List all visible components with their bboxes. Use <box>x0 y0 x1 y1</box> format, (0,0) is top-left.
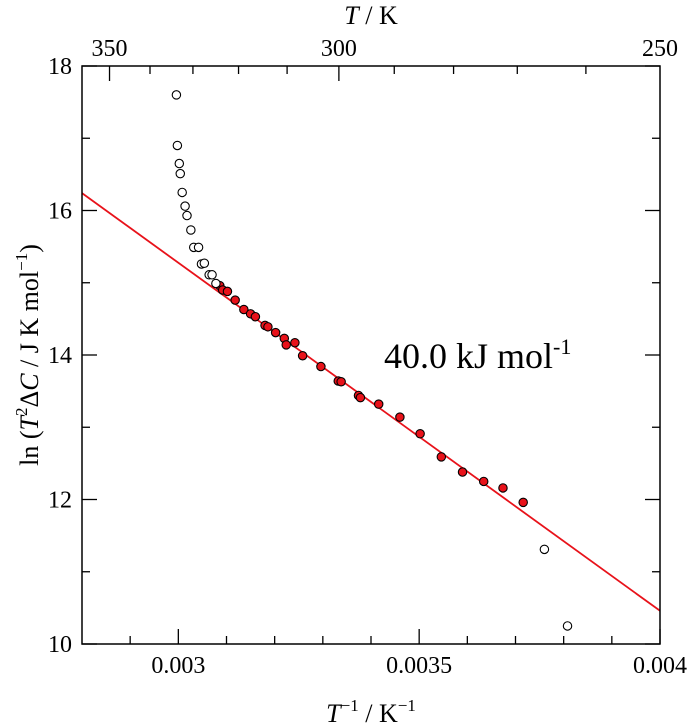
y-tick-label: 16 <box>48 199 72 225</box>
excluded-data-point <box>172 140 183 151</box>
fitted-data-point <box>230 295 240 305</box>
fitted-data-point <box>355 392 366 403</box>
fitted-data-point <box>498 483 508 493</box>
fitted-data-point <box>395 412 405 422</box>
excluded-data-point <box>207 270 217 280</box>
y-tick-label: 18 <box>48 54 72 80</box>
excluded-data-point <box>171 90 182 100</box>
fitted-data-point <box>336 376 346 387</box>
x-axis-title: T−1 / K−1 <box>326 696 416 728</box>
fitted-data-point <box>297 350 308 361</box>
fitted-data-point <box>290 337 300 348</box>
y-tick-label: 14 <box>48 343 72 369</box>
top-axis-title: T / K <box>344 1 398 30</box>
fit-line-group <box>82 192 660 612</box>
excluded-data-point <box>211 278 221 289</box>
fitted-data-point <box>478 476 489 487</box>
fitted-data-point <box>316 361 326 372</box>
excluded-data-point <box>174 158 185 169</box>
fitted-data-point <box>373 399 384 409</box>
x-tick-label: 0.003 <box>151 653 205 679</box>
fitted-data-point <box>239 304 249 315</box>
tick-labels: 0.003 0.0035 0.004 10 12 14 16 18 350 300 250 <box>48 36 687 679</box>
excluded-data-point <box>193 242 204 253</box>
plot-frame <box>81 65 661 645</box>
top-tick-label: 250 <box>642 36 678 62</box>
slope-annotation: 40.0 kJ mol-1 <box>384 334 571 376</box>
excluded-data-point <box>182 210 192 221</box>
fitted-data-point <box>436 452 447 462</box>
tick-marks <box>82 65 661 645</box>
fitted-data-point <box>457 467 468 477</box>
fitted-data-point <box>281 340 291 350</box>
fitted-data-point <box>263 322 273 332</box>
x-tick-label: 0.004 <box>633 653 687 679</box>
fitted-data-point <box>270 327 281 338</box>
fit-line <box>82 192 660 612</box>
y-axis-title: ln (T2ΔC / J K mol−1) <box>12 244 44 466</box>
x-tick-label: 0.0035 <box>386 653 452 679</box>
fitted-data-point <box>518 497 528 508</box>
fitted-data-point <box>415 429 425 439</box>
y-tick-label: 10 <box>48 632 72 658</box>
excluded-data-point <box>539 544 550 555</box>
excluded-data-point <box>180 201 190 211</box>
fitted-data-point <box>250 311 261 322</box>
y-tick-label: 12 <box>48 488 72 514</box>
excluded-data-point <box>175 168 186 179</box>
excluded-data-point <box>562 621 573 631</box>
top-tick-label: 350 <box>92 36 128 62</box>
top-tick-label: 300 <box>321 36 357 62</box>
data-points <box>171 90 573 631</box>
excluded-data-point <box>199 258 210 268</box>
excluded-data-point <box>177 187 187 198</box>
fitted-data-point <box>222 286 233 297</box>
excluded-data-point <box>186 225 196 235</box>
